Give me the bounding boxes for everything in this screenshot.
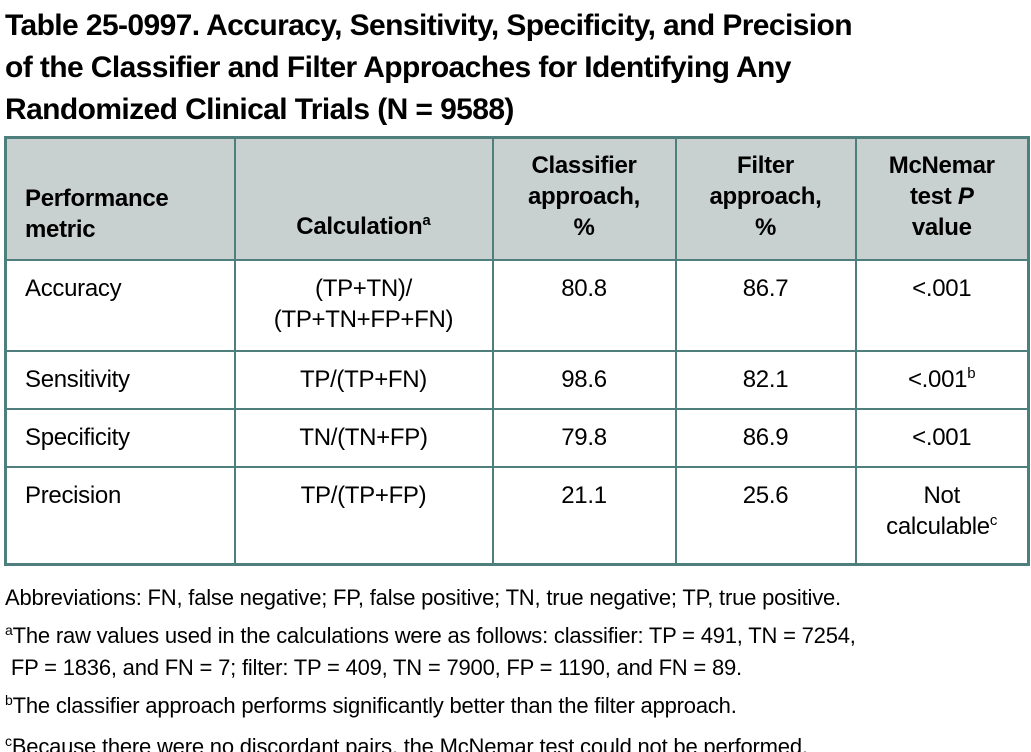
row-specificity: Specificity TN/(TN+FP) 79.8 86.9 <.001	[4, 407, 1030, 468]
cell-p-value: Not calculablec	[854, 465, 1030, 566]
cell-filter-value: 86.7	[674, 258, 857, 352]
footnote-a: aThe raw values used in the calculations…	[5, 622, 856, 680]
italic-p: P	[957, 183, 974, 211]
cell-classifier-value: 80.8	[491, 258, 677, 352]
footnote-c-marker: c	[5, 733, 12, 749]
footnote-b: bThe classifier approach performs signif…	[5, 692, 737, 718]
header-mcnemar-line3: value	[911, 214, 972, 242]
cell-p-value: <.001	[854, 258, 1030, 352]
cell-filter-value: 86.9	[674, 407, 857, 468]
header-performance-metric: Performance metric	[4, 136, 236, 261]
header-filter-approach: Filter approach, %	[674, 136, 857, 261]
row-precision: Precision TP/(TP+FP) 21.1 25.6 Not calcu…	[4, 465, 1030, 566]
footnote-abbreviations: Abbreviations: FN, false negative; FP, f…	[5, 585, 841, 610]
cell-metric: Specificity	[4, 407, 236, 468]
cell-metric: Precision	[4, 465, 236, 566]
footnotes: Abbreviations: FN, false negative; FP, f…	[0, 566, 1031, 752]
header-calculation-footnote-marker: a	[422, 211, 431, 229]
header-row: Performance metric Calculationa Classifi…	[4, 136, 1030, 261]
cell-classifier-value: 21.1	[491, 465, 677, 566]
table-title: Table 25-0997. Accuracy, Sensitivity, Sp…	[5, 9, 853, 126]
cell-calculation: TP/(TP+FP)	[233, 465, 494, 566]
row-accuracy: Accuracy (TP+TN)/ (TP+TN+FP+FN) 80.8 86.…	[4, 258, 1030, 352]
header-mcnemar-line2: test P	[909, 183, 974, 211]
performance-table: Performance metric Calculationa Classifi…	[4, 136, 1030, 566]
header-mcnemar-line1: McNemar	[888, 152, 995, 180]
header-mcnemar-p-value: McNemar test P value	[854, 136, 1030, 261]
header-calculation: Calculationa	[233, 136, 494, 261]
cell-p-value: <.001b	[854, 349, 1030, 410]
p-value-footnote-marker: b	[967, 364, 976, 382]
cell-p-value: <.001	[854, 407, 1030, 468]
cell-filter-value: 25.6	[674, 465, 857, 566]
cell-metric: Sensitivity	[4, 349, 236, 410]
cell-classifier-value: 79.8	[491, 407, 677, 468]
cell-filter-value: 82.1	[674, 349, 857, 410]
cell-classifier-value: 98.6	[491, 349, 677, 410]
header-classifier-approach: Classifier approach, %	[491, 136, 677, 261]
cell-calculation: (TP+TN)/ (TP+TN+FP+FN)	[233, 258, 494, 352]
cell-calculation: TN/(TN+FP)	[233, 407, 494, 468]
footnote-b-marker: b	[5, 692, 13, 708]
row-sensitivity: Sensitivity TP/(TP+FN) 98.6 82.1 <.001b	[4, 349, 1030, 410]
p-value-footnote-marker: c	[989, 511, 998, 529]
footnote-a-marker: a	[5, 622, 13, 638]
cell-metric: Accuracy	[4, 258, 236, 352]
header-calculation-label: Calculation	[296, 212, 423, 240]
footnote-c: cBecause there were no discordant pairs,…	[5, 733, 808, 752]
cell-calculation: TP/(TP+FN)	[233, 349, 494, 410]
